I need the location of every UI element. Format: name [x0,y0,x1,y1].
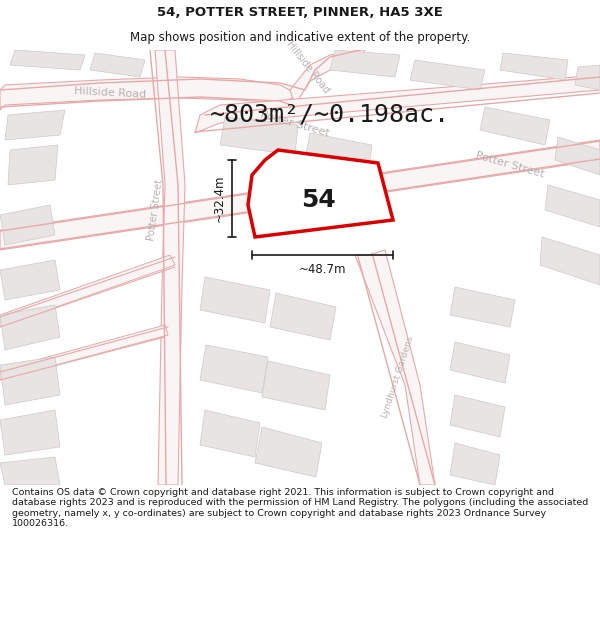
Polygon shape [0,77,300,110]
Polygon shape [355,250,435,485]
Text: Map shows position and indicative extent of the property.: Map shows position and indicative extent… [130,31,470,44]
Text: 54, POTTER STREET, PINNER, HA5 3XE: 54, POTTER STREET, PINNER, HA5 3XE [157,6,443,19]
Polygon shape [575,65,600,90]
Text: Potter Street: Potter Street [260,109,331,139]
Polygon shape [480,107,550,145]
Polygon shape [0,357,60,405]
Polygon shape [0,457,60,485]
Polygon shape [200,345,268,393]
Polygon shape [0,260,60,300]
Polygon shape [90,53,145,77]
Text: ~32.4m: ~32.4m [213,175,226,222]
Polygon shape [0,255,175,327]
Polygon shape [545,185,600,227]
Polygon shape [195,75,600,133]
Polygon shape [500,53,568,80]
Polygon shape [155,50,185,485]
Polygon shape [265,163,322,190]
Polygon shape [410,60,485,90]
Polygon shape [450,443,500,485]
Text: ~48.7m: ~48.7m [299,263,346,276]
Polygon shape [5,110,65,140]
Polygon shape [305,133,372,173]
Polygon shape [0,410,60,455]
Text: Contains OS data © Crown copyright and database right 2021. This information is : Contains OS data © Crown copyright and d… [12,488,588,528]
Text: Hillside Road: Hillside Road [284,39,331,95]
Text: 54: 54 [301,188,335,212]
Polygon shape [540,237,600,285]
Polygon shape [450,395,505,437]
Polygon shape [220,117,298,155]
Text: Lyndhurst Gardens: Lyndhurst Gardens [380,335,415,419]
Polygon shape [330,172,377,198]
Polygon shape [0,205,55,245]
Text: Potter Street: Potter Street [146,179,164,241]
Polygon shape [270,293,336,340]
Polygon shape [450,287,515,327]
Polygon shape [262,361,330,410]
Polygon shape [200,410,260,457]
Polygon shape [450,342,510,383]
Polygon shape [10,50,85,70]
Polygon shape [255,427,322,477]
Polygon shape [290,50,365,105]
Polygon shape [200,277,270,323]
Polygon shape [0,305,60,350]
Polygon shape [0,140,600,250]
Text: Hillside Road: Hillside Road [74,86,146,100]
Polygon shape [8,145,58,185]
Text: ~803m²/~0.198ac.: ~803m²/~0.198ac. [210,103,450,127]
Polygon shape [330,50,400,77]
Text: Potter Street: Potter Street [475,151,545,179]
Polygon shape [248,150,393,237]
Polygon shape [555,137,600,175]
Polygon shape [0,325,168,380]
